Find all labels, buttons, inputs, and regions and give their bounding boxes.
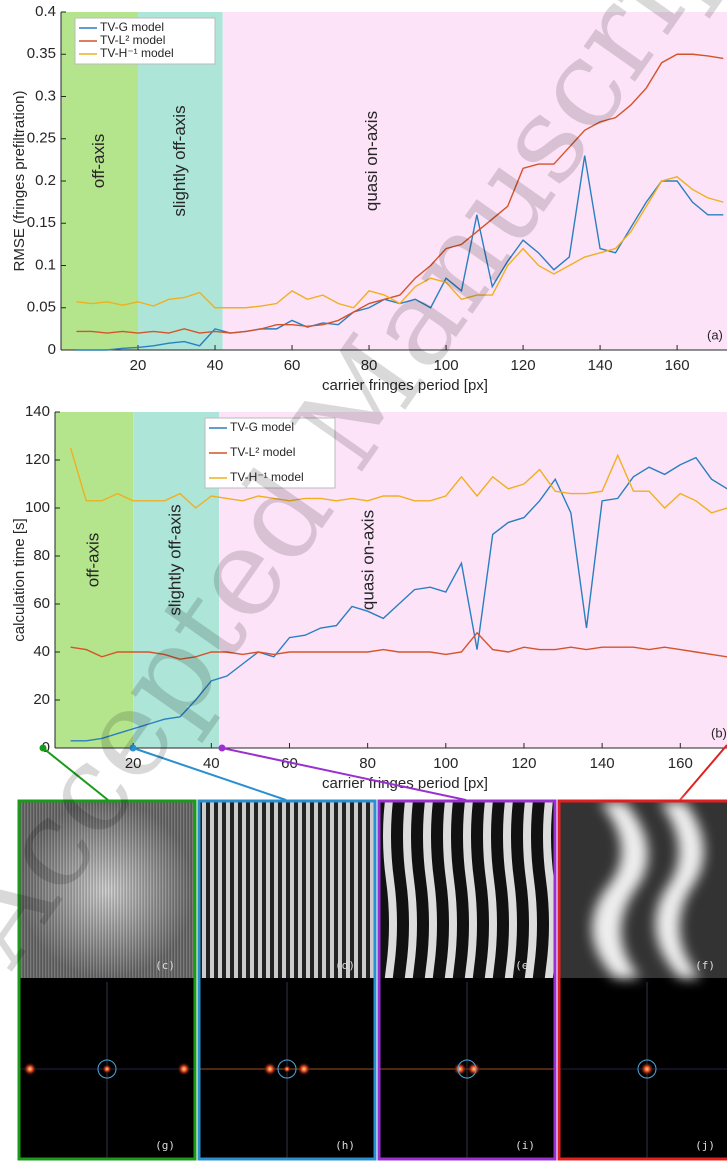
connector [680, 745, 727, 800]
y-axis-label: calculation time [s] [11, 518, 28, 641]
y-tick-label: 0.2 [35, 172, 56, 189]
hologram-image [380, 802, 554, 978]
hologram-image [560, 802, 727, 978]
y-tick-label: 40 [33, 643, 50, 660]
y-tick-label: 80 [33, 547, 50, 564]
y-tick-label: 0.25 [27, 130, 56, 147]
corner-label: (a) [707, 327, 723, 342]
y-tick-label: 60 [33, 595, 50, 612]
panel-label: (d) [335, 959, 355, 972]
panel-label: (i) [515, 1139, 535, 1152]
y-tick-label: 20 [33, 691, 50, 708]
region-label: off-axis [84, 533, 103, 588]
x-tick-label: 40 [203, 755, 220, 772]
region-label: quasi on-axis [362, 111, 381, 211]
panel-label: (h) [335, 1139, 355, 1152]
y-tick-label: 0.15 [27, 214, 56, 231]
x-axis-label: carrier fringes period [px] [322, 775, 488, 792]
x-tick-label: 120 [511, 755, 536, 772]
figure: off-axis slightly off-axis quasi on-axis 20… [0, 0, 727, 1161]
y-tick-label: 0.35 [27, 45, 56, 62]
y-tick-label: 0 [48, 341, 56, 358]
y-tick-label: 0.1 [35, 256, 56, 273]
y-tick-label: 0.4 [35, 3, 56, 20]
hologram-image [200, 802, 374, 978]
panel-label: (c) [155, 959, 175, 972]
corner-label: (b) [711, 725, 727, 740]
panel-label: (f) [695, 959, 715, 972]
marker-dot [219, 745, 226, 752]
x-tick-label: 160 [665, 357, 690, 374]
x-tick-label: 140 [590, 755, 615, 772]
y-tick-label: 0.3 [35, 87, 56, 104]
y-axis-label: RMSE (fringes prefiltration) [11, 91, 28, 272]
region-label: quasi on-axis [359, 510, 378, 610]
x-tick-label: 160 [668, 755, 693, 772]
x-tick-label: 120 [511, 357, 536, 374]
panel-label: (e) [515, 959, 535, 972]
x-tick-label: 20 [130, 357, 147, 374]
panel-label: (g) [155, 1139, 175, 1152]
legend-label: TV-G model [100, 20, 164, 34]
region-label: off-axis [89, 134, 108, 189]
panel-label: (j) [695, 1139, 715, 1152]
x-tick-label: 140 [588, 357, 613, 374]
y-tick-label: 100 [25, 499, 50, 516]
x-tick-label: 40 [207, 357, 224, 374]
x-tick-label: 100 [433, 755, 458, 772]
legend-label: TV-L² model [100, 33, 165, 47]
legend-label: TV-H⁻¹ model [100, 46, 174, 60]
y-tick-label: 120 [25, 451, 50, 468]
y-tick-label: 140 [25, 403, 50, 420]
y-tick-label: 0.05 [27, 299, 56, 316]
region-label: slightly off-axis [170, 105, 189, 216]
x-tick-label: 80 [359, 755, 376, 772]
